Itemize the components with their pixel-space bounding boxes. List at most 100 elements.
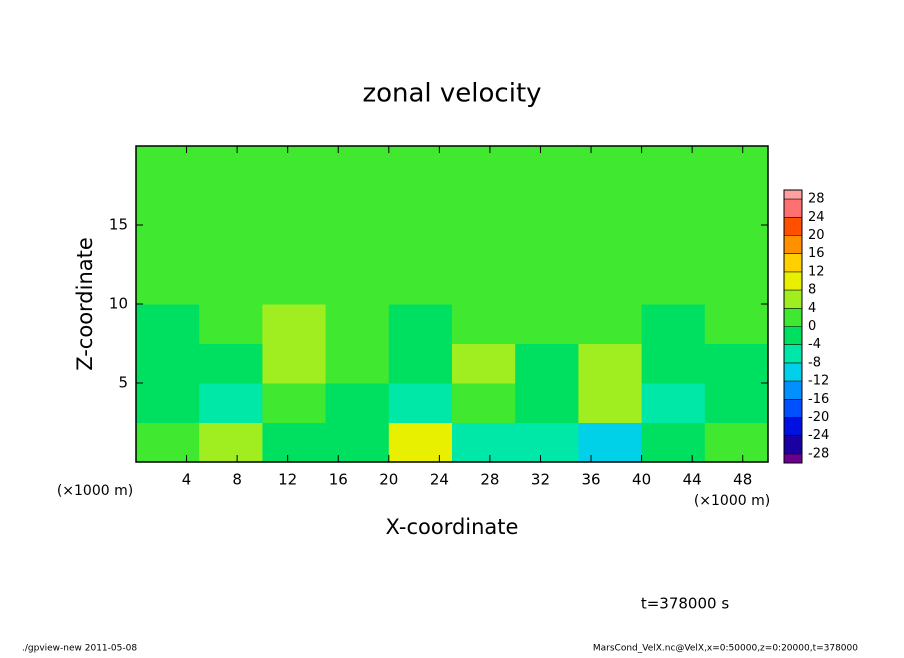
heatmap-cell: [578, 146, 643, 186]
colorbar-tick-label: -12: [808, 374, 829, 389]
heatmap-cell: [325, 383, 390, 423]
heatmap-cell: [325, 264, 390, 305]
heatmap-cell: [641, 383, 706, 423]
heatmap-cell: [325, 146, 390, 186]
colorbar-segment: [784, 362, 802, 382]
x-unit-label: (×1000 m): [57, 483, 133, 499]
colorbar-segment: [784, 290, 802, 309]
colorbar-segment: [784, 381, 802, 400]
heatmap-cell: [452, 146, 516, 186]
heatmap-cell: [704, 264, 769, 305]
heatmap-cell: [388, 225, 453, 265]
heatmap-cell: [704, 343, 769, 384]
heatmap-cell: [199, 383, 263, 423]
colorbar-tick-label: 4: [808, 301, 816, 316]
heatmap-cell: [262, 264, 327, 305]
heatmap-cell: [325, 225, 390, 265]
heatmap-cell: [325, 343, 390, 384]
heatmap-cell: [641, 343, 706, 384]
heatmap-cell: [641, 146, 706, 186]
x-tick-label: 36: [581, 471, 600, 489]
colorbar-segment: [784, 308, 802, 327]
heatmap-cell: [262, 383, 327, 423]
colorbar-segment: [784, 253, 802, 272]
heatmap-cell: [515, 383, 579, 423]
x-tick-label: 12: [278, 471, 297, 489]
heatmap-cell: [136, 383, 200, 423]
y-tick-label: 15: [109, 216, 128, 234]
heatmap-cell: [452, 422, 516, 463]
heatmap-cell: [515, 225, 579, 265]
heatmap-cell: [262, 146, 327, 186]
heatmap-cell: [199, 422, 263, 463]
heatmap-cell: [388, 185, 453, 226]
footer-right: MarsCond_VelX.nc@VelX,x=0:50000,z=0:2000…: [593, 644, 858, 654]
heatmap-cell: [641, 185, 706, 226]
heatmap-cell: [262, 422, 327, 463]
colorbar-tick-label: 20: [808, 228, 825, 243]
x-tick-label: 48: [733, 471, 752, 489]
heatmap-cell: [199, 146, 263, 186]
colorbar-tick-label: -24: [808, 428, 829, 443]
heatmap-cell: [452, 343, 516, 384]
heatmap-cell: [704, 383, 769, 423]
x-tick-label: 20: [379, 471, 398, 489]
heatmap-cell: [388, 304, 453, 344]
colorbar-tick-label: 24: [808, 210, 825, 225]
colorbar-segment: [784, 271, 802, 291]
heatmap-cell: [262, 343, 327, 384]
heatmap-cell: [578, 185, 643, 226]
heatmap-cell: [452, 264, 516, 305]
y-tick-label: 5: [118, 374, 128, 392]
heatmap-cell: [578, 383, 643, 423]
colorbar-tick-label: -16: [808, 392, 829, 407]
heatmap-cell: [515, 185, 579, 226]
colorbar-segment: [784, 399, 802, 418]
heatmap-cell: [199, 343, 263, 384]
heatmap-cell: [325, 185, 390, 226]
heatmap-cell: [704, 185, 769, 226]
heatmap-cell: [452, 304, 516, 344]
heatmap-cell: [515, 343, 579, 384]
x-tick-label: 32: [531, 471, 550, 489]
colorbar-segment: [784, 417, 802, 436]
heatmap-cell: [515, 146, 579, 186]
heatmap-cell: [388, 343, 453, 384]
heatmap-cell: [325, 304, 390, 344]
colorbar-segment: [784, 326, 802, 345]
heatmap-cell: [641, 264, 706, 305]
heatmap-cell: [388, 422, 453, 463]
heatmap-cell: [136, 225, 200, 265]
x-tick-label: 28: [480, 471, 499, 489]
heatmap-cell: [704, 304, 769, 344]
heatmap-cell: [515, 422, 579, 463]
heatmap-cell: [262, 185, 327, 226]
colorbar-segment: [784, 435, 802, 454]
heatmap-cell: [199, 185, 263, 226]
colorbar-tick-label: 12: [808, 264, 825, 279]
colorbar-segment: [784, 344, 802, 363]
colorbar-tick-label: 8: [808, 283, 816, 298]
x-unit-label: (×1000 m): [694, 493, 770, 509]
annotation: t=378000 s: [641, 595, 729, 613]
heatmap-cell: [388, 383, 453, 423]
x-tick-label: 40: [632, 471, 651, 489]
heatmap-cell: [388, 264, 453, 305]
colorbar-segment: [784, 453, 802, 463]
colorbar-tick-label: 16: [808, 246, 825, 261]
heatmap-cell: [262, 304, 327, 344]
x-tick-label: 4: [182, 471, 192, 489]
colorbar-segment: [784, 199, 802, 218]
colorbar-tick-label: -4: [808, 337, 821, 352]
heatmap-cell: [704, 225, 769, 265]
x-tick-label: 8: [232, 471, 242, 489]
heatmap-cell: [199, 264, 263, 305]
chart-title: zonal velocity: [362, 79, 541, 109]
heatmap-cell: [136, 264, 200, 305]
heatmap-cell: [515, 264, 579, 305]
x-axis-label: X-coordinate: [386, 515, 519, 539]
y-axis-label: Z-coordinate: [73, 237, 97, 371]
heatmap-cell: [199, 304, 263, 344]
colorbar-segment: [784, 190, 802, 200]
